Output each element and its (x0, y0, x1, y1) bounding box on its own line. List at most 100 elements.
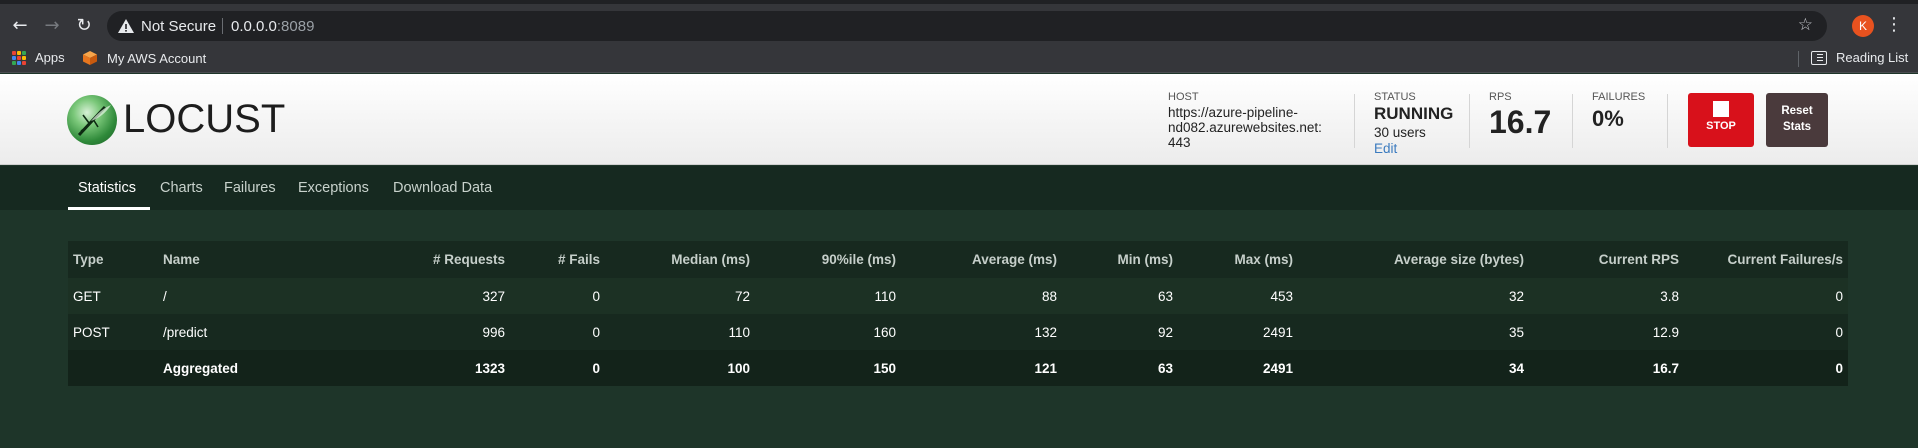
table-header-row: Type Name # Requests # Fails Median (ms)… (68, 241, 1848, 278)
tab-exceptions[interactable]: Exceptions (298, 180, 369, 196)
reading-list-label: Reading List (1836, 50, 1909, 65)
table-cell: 110 (605, 314, 755, 350)
host-line: https://azure-pipeline- (1168, 105, 1298, 120)
column-header[interactable]: # Fails (510, 241, 605, 278)
table-cell: /predict (158, 314, 288, 350)
failures-block: FAILURES 0% (1592, 91, 1645, 132)
tab-charts[interactable]: Charts (160, 180, 203, 196)
stop-button[interactable]: STOP (1688, 93, 1754, 147)
active-tab-indicator (68, 207, 150, 210)
host-block: HOST https://azure-pipeline- nd082.azure… (1168, 91, 1322, 150)
tab-download-data[interactable]: Download Data (393, 180, 493, 196)
statistics-table: Type Name # Requests # Fails Median (ms)… (68, 241, 1848, 386)
column-header[interactable]: Min (ms) (1062, 241, 1178, 278)
reset-label: Reset (1781, 105, 1813, 117)
column-header[interactable]: Max (ms) (1178, 241, 1298, 278)
status-label: STATUS (1374, 91, 1416, 103)
table-cell: 0 (510, 314, 605, 350)
host-line: 443 (1168, 135, 1191, 150)
table-cell: 1323 (288, 350, 510, 386)
column-header[interactable]: # Requests (288, 241, 510, 278)
table-cell: 0 (1684, 350, 1848, 386)
reload-icon[interactable]: ↻ (76, 15, 92, 36)
table-cell: 160 (755, 314, 901, 350)
header-divider (1354, 94, 1355, 148)
tab-failures[interactable]: Failures (224, 180, 276, 196)
forward-arrow-icon[interactable]: → (44, 15, 60, 36)
table-cell: 150 (755, 350, 901, 386)
table-cell: 16.7 (1529, 350, 1684, 386)
table-cell: 453 (1178, 278, 1298, 314)
column-header[interactable]: Type (68, 241, 158, 278)
table-cell: 88 (901, 278, 1062, 314)
table-cell: 35 (1298, 314, 1529, 350)
reading-list-button[interactable]: Reading List (1811, 50, 1908, 65)
aws-cube-icon (83, 51, 97, 65)
table-cell: 72 (605, 278, 755, 314)
table-cell: 2491 (1178, 314, 1298, 350)
table-cell: 100 (605, 350, 755, 386)
browser-toolbar: ← → ↻ Not Secure 0.0.0.0:8089 ☆ K ⋮ (0, 0, 1918, 44)
bookmarks-bar: Apps My AWS Account Reading List (0, 44, 1918, 73)
column-header[interactable]: Current Failures/s (1684, 241, 1848, 278)
table-cell: 996 (288, 314, 510, 350)
table-cell: GET (68, 278, 158, 314)
table-cell: 0 (1684, 278, 1848, 314)
aggregated-row: Aggregated 1323 0 100 150 121 63 2491 34… (68, 350, 1848, 386)
table-cell: 92 (1062, 314, 1178, 350)
header-divider (1572, 94, 1573, 148)
omnibox-divider (222, 18, 223, 34)
url-text[interactable]: 0.0.0.0:8089 (231, 18, 314, 35)
locust-header: LOCUST HOST https://azure-pipeline- nd08… (0, 74, 1918, 165)
header-divider (1469, 94, 1470, 148)
bookmark-star-icon[interactable]: ☆ (1797, 15, 1813, 35)
reset-stats-button[interactable]: Reset Stats (1766, 93, 1828, 147)
bookmark-apps[interactable]: Apps (12, 50, 65, 65)
table-cell: 12.9 (1529, 314, 1684, 350)
table-cell: POST (68, 314, 158, 350)
profile-avatar[interactable]: K (1852, 15, 1874, 37)
table-cell: 132 (901, 314, 1062, 350)
table-cell: 2491 (1178, 350, 1298, 386)
reset-label: Stats (1782, 121, 1812, 133)
status-block: STATUS RUNNING 30 users Edit (1374, 91, 1453, 156)
column-header[interactable]: Average size (bytes) (1298, 241, 1529, 278)
rps-label: RPS (1489, 91, 1512, 103)
locust-logo-icon (67, 95, 117, 145)
table-row: POST /predict 996 0 110 160 132 92 2491 … (68, 314, 1848, 350)
column-header[interactable]: Name (158, 241, 288, 278)
warning-triangle-icon[interactable] (117, 17, 135, 35)
locust-logo-text: LOCUST (123, 97, 286, 141)
stop-label: STOP (1706, 120, 1736, 132)
bookmark-apps-label: Apps (35, 50, 65, 65)
table-cell (68, 350, 158, 386)
bookmark-aws[interactable]: My AWS Account (82, 50, 206, 66)
table-cell: 121 (901, 350, 1062, 386)
security-label[interactable]: Not Secure (141, 18, 217, 35)
address-bar[interactable]: Not Secure 0.0.0.0:8089 ☆ (107, 11, 1827, 41)
table-cell: 63 (1062, 278, 1178, 314)
bookmarks-divider (1798, 51, 1799, 67)
url-host: 0.0.0.0 (231, 18, 277, 35)
failures-label: FAILURES (1592, 91, 1646, 103)
table-cell: 327 (288, 278, 510, 314)
edit-users-link[interactable]: Edit (1374, 141, 1398, 156)
column-header[interactable]: Average (ms) (901, 241, 1062, 278)
table-cell: 0 (510, 278, 605, 314)
status-value: RUNNING (1374, 104, 1454, 123)
tab-statistics[interactable]: Statistics (78, 180, 137, 196)
column-header[interactable]: Median (ms) (605, 241, 755, 278)
column-header[interactable]: 90%ile (ms) (755, 241, 901, 278)
table-cell: / (158, 278, 288, 314)
bookmark-aws-label: My AWS Account (107, 50, 207, 66)
rps-block: RPS 16.7 (1489, 91, 1551, 141)
table-cell: 63 (1062, 350, 1178, 386)
reading-list-icon (1811, 50, 1827, 65)
apps-grid-icon (12, 50, 26, 65)
host-label: HOST (1168, 91, 1199, 103)
tabs-bar: Statistics Charts Failures Exceptions Do… (0, 166, 1918, 210)
back-arrow-icon[interactable]: ← (12, 15, 28, 36)
table-cell: 34 (1298, 350, 1529, 386)
browser-menu-icon[interactable]: ⋮ (1885, 14, 1903, 35)
column-header[interactable]: Current RPS (1529, 241, 1684, 278)
